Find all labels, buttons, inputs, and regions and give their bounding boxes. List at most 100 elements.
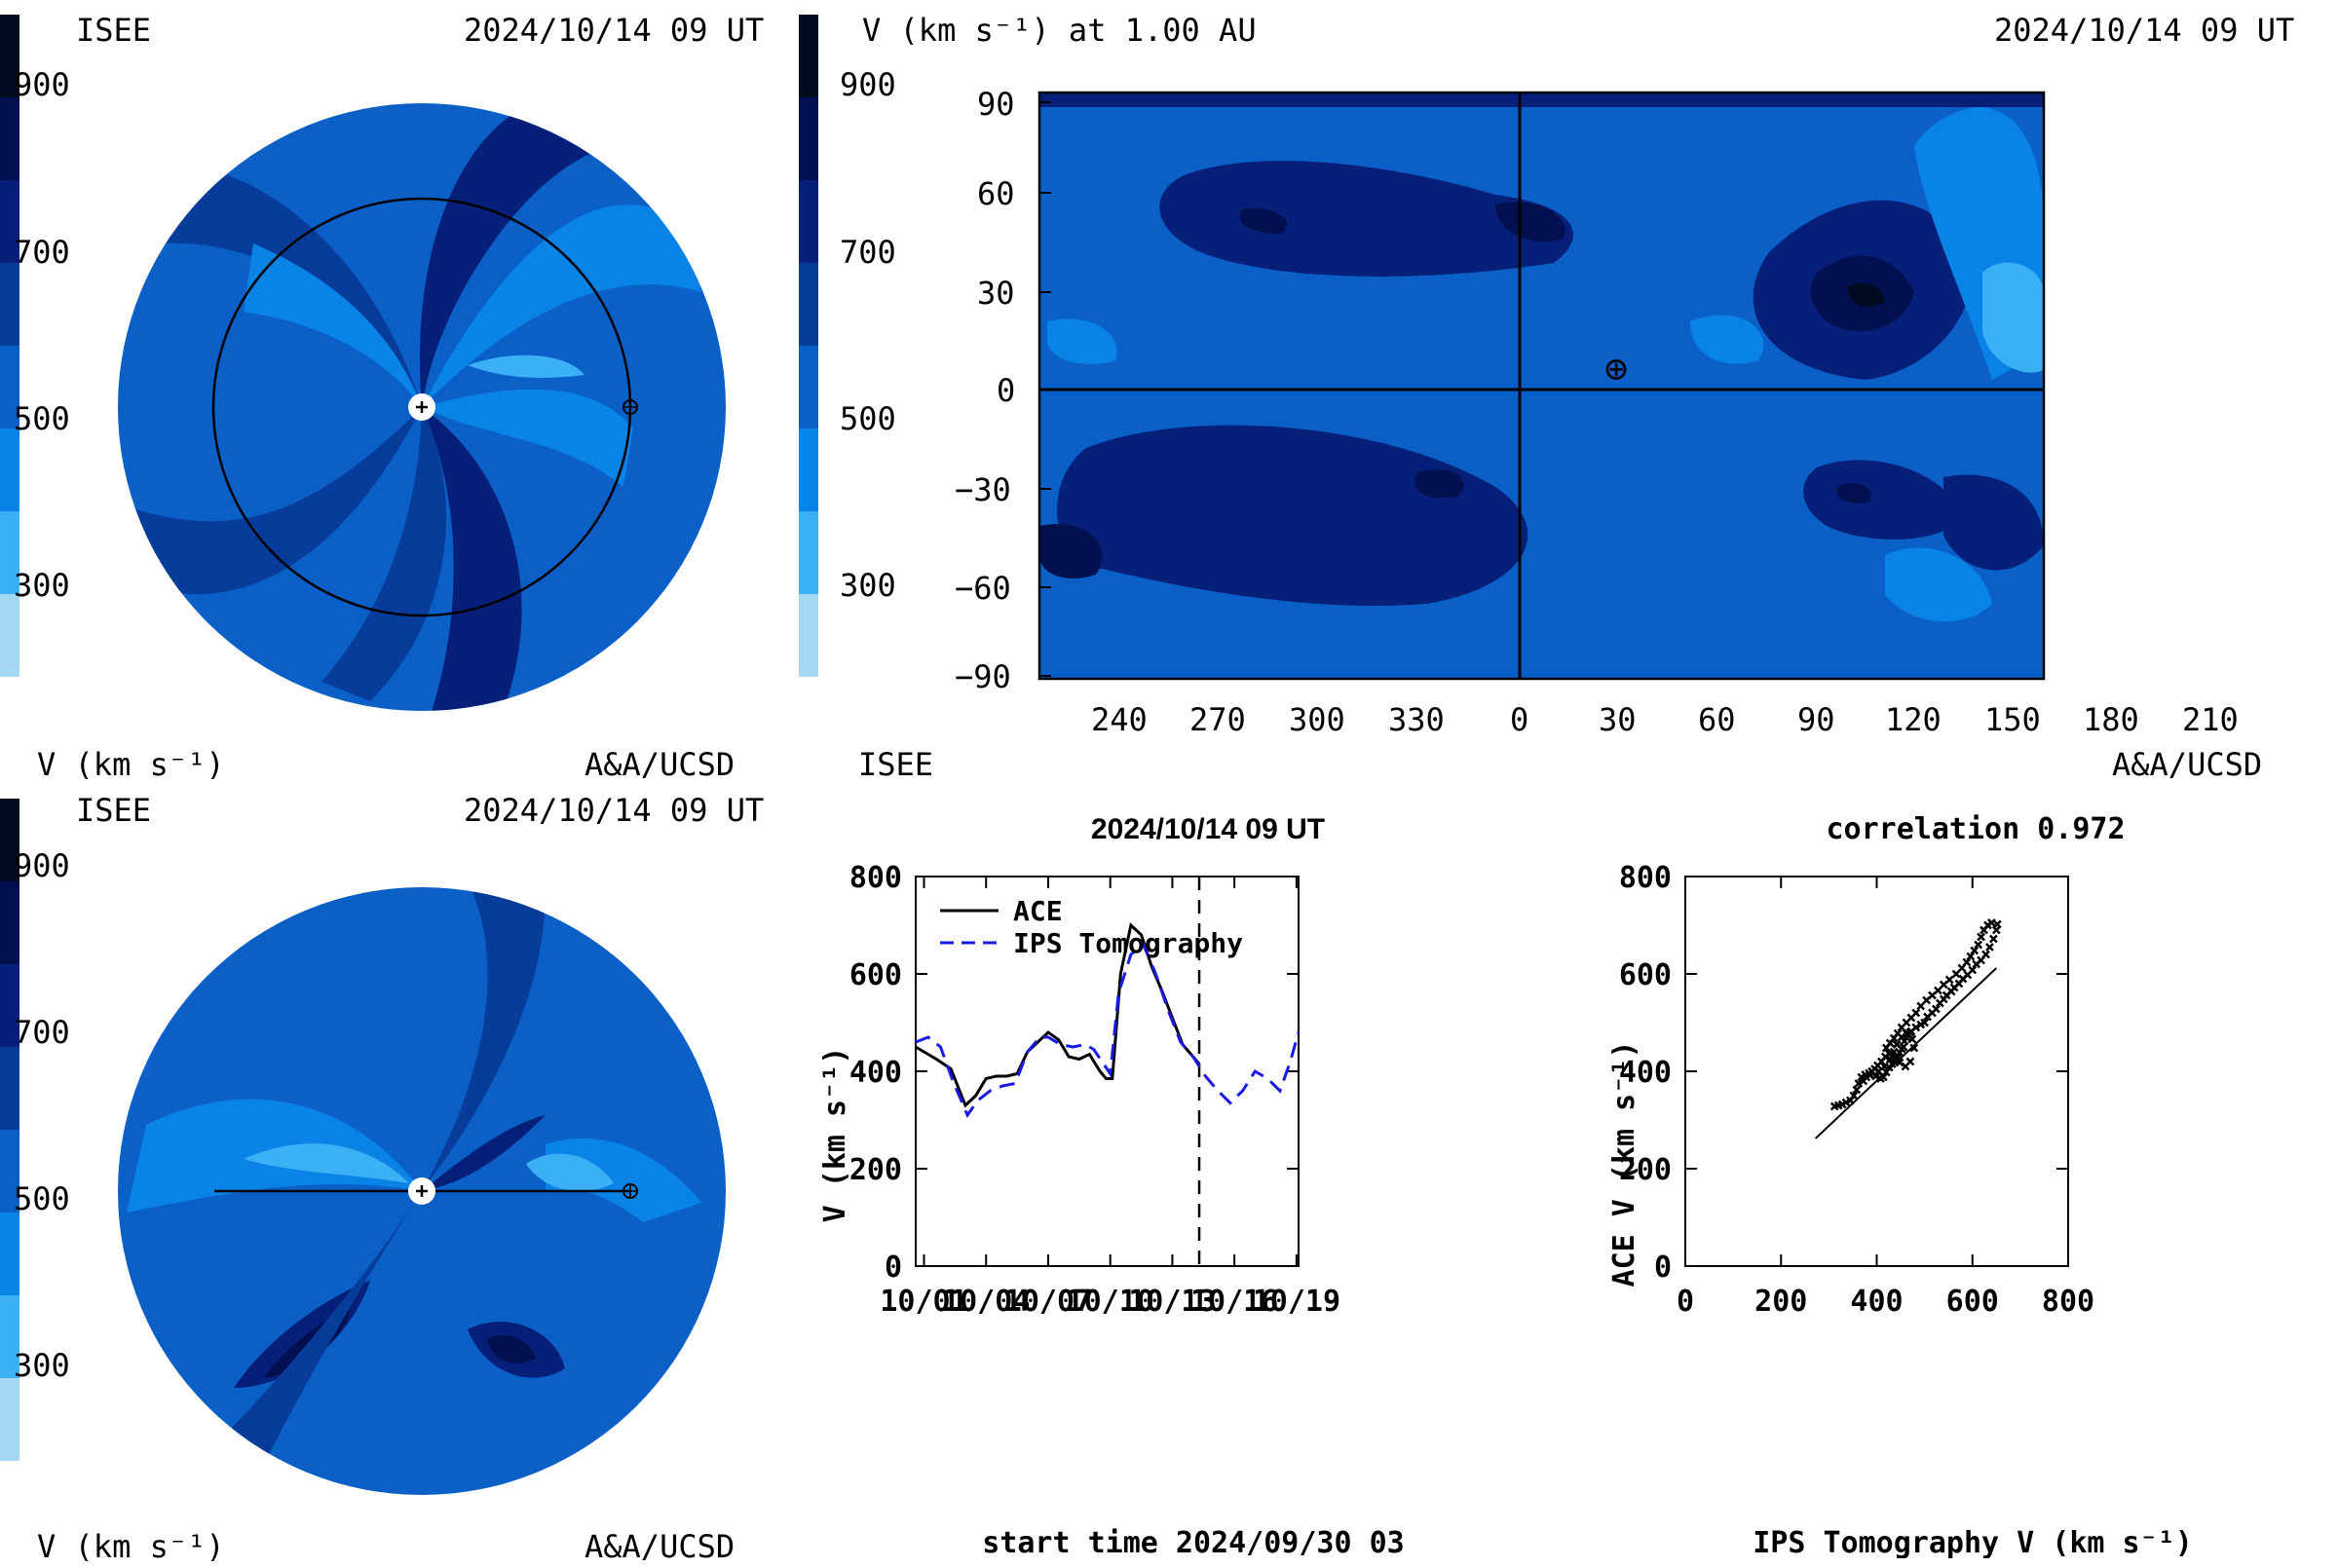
scatter-y-tick-labels: 0 200 400 600 800 <box>1619 861 1672 1285</box>
scatter-x-tick-label: 600 <box>1946 1285 1999 1319</box>
synoptic-x-tick-120: 120 <box>1885 701 1942 738</box>
synoptic-earth-marker: ⊕ <box>1604 347 1629 392</box>
ecliptic-velocity-disk <box>118 103 726 711</box>
scatter-point <box>1968 965 1978 975</box>
synoptic-y-tick-neg30: −30 <box>955 471 1011 508</box>
synoptic-tick-500: 500 <box>840 400 896 437</box>
synoptic-y-tick-marks <box>1039 101 1051 677</box>
synoptic-x-tick-300: 300 <box>1289 701 1345 738</box>
meridional-datetime-label: 2024/10/14 09 UT <box>464 792 765 829</box>
timeseries-y-tick-label: 400 <box>849 1056 902 1090</box>
scatter-title: correlation 0.972 <box>1826 812 2125 846</box>
synoptic-x-tick-180: 180 <box>2083 701 2139 738</box>
scatter-point <box>1909 1043 1919 1053</box>
synoptic-map-panel: V (km s⁻¹) at 1.00 AU 2024/10/14 09 UT 9… <box>794 0 2338 784</box>
synoptic-x-tick-0: 0 <box>1510 701 1529 738</box>
scatter-point <box>1980 925 1988 935</box>
scatter-y-tick-label: 0 <box>1654 1251 1672 1285</box>
scatter-point <box>1957 963 1967 973</box>
scatter-point <box>1854 1079 1864 1088</box>
scatter-y-tick-label: 400 <box>1619 1056 1672 1090</box>
ecliptic-credit-label: A&A/UCSD <box>584 746 735 783</box>
ecliptic-unit-label: V (km s⁻¹) <box>37 746 225 783</box>
scatter-point <box>1985 943 1994 952</box>
scatter-x-tick-labels: 0 200 400 600 800 <box>1677 1285 2094 1319</box>
scatter-point <box>1881 1067 1891 1077</box>
meridional-unit-label: V (km s⁻¹) <box>37 1528 225 1565</box>
synoptic-tick-700: 700 <box>840 234 896 271</box>
timeseries-y-tick-label: 600 <box>849 958 902 992</box>
scatter-point <box>1974 940 1983 950</box>
meridional-credit-label: A&A/UCSD <box>584 1528 735 1565</box>
timeseries-y-tick-label: 200 <box>849 1153 902 1187</box>
scatter-points <box>1829 918 2002 1111</box>
scatter-chart: correlation 0.972 0 200 400 600 800 0 200 400 6… <box>1607 812 2193 1558</box>
meridional-tick-700: 700 <box>14 1014 70 1051</box>
timeseries-y-tick-labels: 0 200 400 600 800 <box>849 861 902 1285</box>
meridional-tick-300: 300 <box>14 1347 70 1384</box>
scatter-tick-marks <box>1684 876 2069 1267</box>
scatter-y-tick-label: 800 <box>1619 861 1672 895</box>
timeseries-x-tick-label: 10/19 <box>1253 1285 1340 1319</box>
scatter-point <box>1892 1040 1902 1049</box>
synoptic-x-tick-30: 30 <box>1599 701 1637 738</box>
ecliptic-tick-700: 700 <box>14 234 70 271</box>
synoptic-y-tick-neg90: −90 <box>955 658 1011 695</box>
synoptic-x-tick-330: 330 <box>1388 701 1445 738</box>
scatter-point <box>1897 1023 1906 1032</box>
synoptic-y-tick-0: 0 <box>997 372 1016 409</box>
ecliptic-tick-900: 900 <box>14 66 70 103</box>
scatter-fit-line <box>1814 967 1997 1139</box>
scatter-point <box>1932 1004 1941 1014</box>
scatter-point <box>1901 1062 1910 1071</box>
legend-ace-label: ACE <box>1013 895 1063 927</box>
scatter-point <box>1922 995 1931 1005</box>
synoptic-x-tick-210: 210 <box>2182 701 2239 738</box>
synoptic-title: V (km s⁻¹) at 1.00 AU <box>862 12 1257 49</box>
synoptic-y-tick-neg60: −60 <box>955 570 1011 607</box>
scatter-y-tick-label: 200 <box>1619 1153 1672 1187</box>
meridional-velocity-panel: ISEE 2024/10/14 09 UT 900 700 500 300 <box>0 784 779 1565</box>
scatter-point <box>1879 1062 1889 1071</box>
synoptic-y-tick-60: 60 <box>977 175 1015 212</box>
scatter-x-tick-label: 200 <box>1754 1285 1807 1319</box>
synoptic-x-tick-240: 240 <box>1091 701 1148 738</box>
synoptic-credit-label: A&A/UCSD <box>2112 746 2263 783</box>
legend-ips-label: IPS Tomography <box>1013 927 1243 959</box>
ecliptic-tick-300: 300 <box>14 567 70 604</box>
scatter-point <box>1885 1055 1895 1064</box>
timeseries-x-tick-label: 10/01 <box>880 1285 967 1319</box>
ecliptic-colorbar <box>0 15 19 677</box>
synoptic-tick-900: 900 <box>840 66 896 103</box>
synoptic-x-tick-90: 90 <box>1797 701 1835 738</box>
timeseries-title: 2024/10/14 09 UT <box>1091 813 1325 845</box>
synoptic-y-tick-90: 90 <box>977 86 1015 123</box>
scatter-point <box>1916 1001 1926 1011</box>
synoptic-tick-300: 300 <box>840 567 896 604</box>
scatter-point <box>1920 1018 1930 1027</box>
timeseries-ylabel: V (km s⁻¹) <box>818 1047 852 1223</box>
scatter-point <box>1992 919 2002 929</box>
scatter-point <box>1981 950 1990 959</box>
scatter-point <box>1951 969 1961 979</box>
ips-series-line <box>915 942 1301 1119</box>
scatter-ylabel: ACE V (km s⁻¹) <box>1607 1041 1641 1288</box>
synoptic-map <box>1037 91 2046 681</box>
scatter-point <box>1881 1043 1891 1053</box>
scatter-xlabel: IPS Tomography V (km s⁻¹) <box>1753 1526 2193 1558</box>
timeseries-x-tick-label: 10/16 <box>1190 1285 1278 1319</box>
scatter-point <box>1988 934 1998 944</box>
scatter-point <box>1966 952 1976 961</box>
scatter-point <box>1859 1076 1868 1086</box>
scatter-x-tick-label: 400 <box>1850 1285 1903 1319</box>
synoptic-colorbar <box>799 15 818 677</box>
synoptic-x-tick-270: 270 <box>1189 701 1246 738</box>
synoptic-x-tick-60: 60 <box>1698 701 1736 738</box>
scatter-y-tick-label: 600 <box>1619 958 1672 992</box>
scatter-point <box>1911 1023 1921 1032</box>
synoptic-datetime-label: 2024/10/14 09 UT <box>1994 12 2295 49</box>
timeseries-x-tick-label: 10/10 <box>1067 1285 1154 1319</box>
timeseries-xlabel: start time 2024/09/30 03 <box>982 1526 1404 1558</box>
